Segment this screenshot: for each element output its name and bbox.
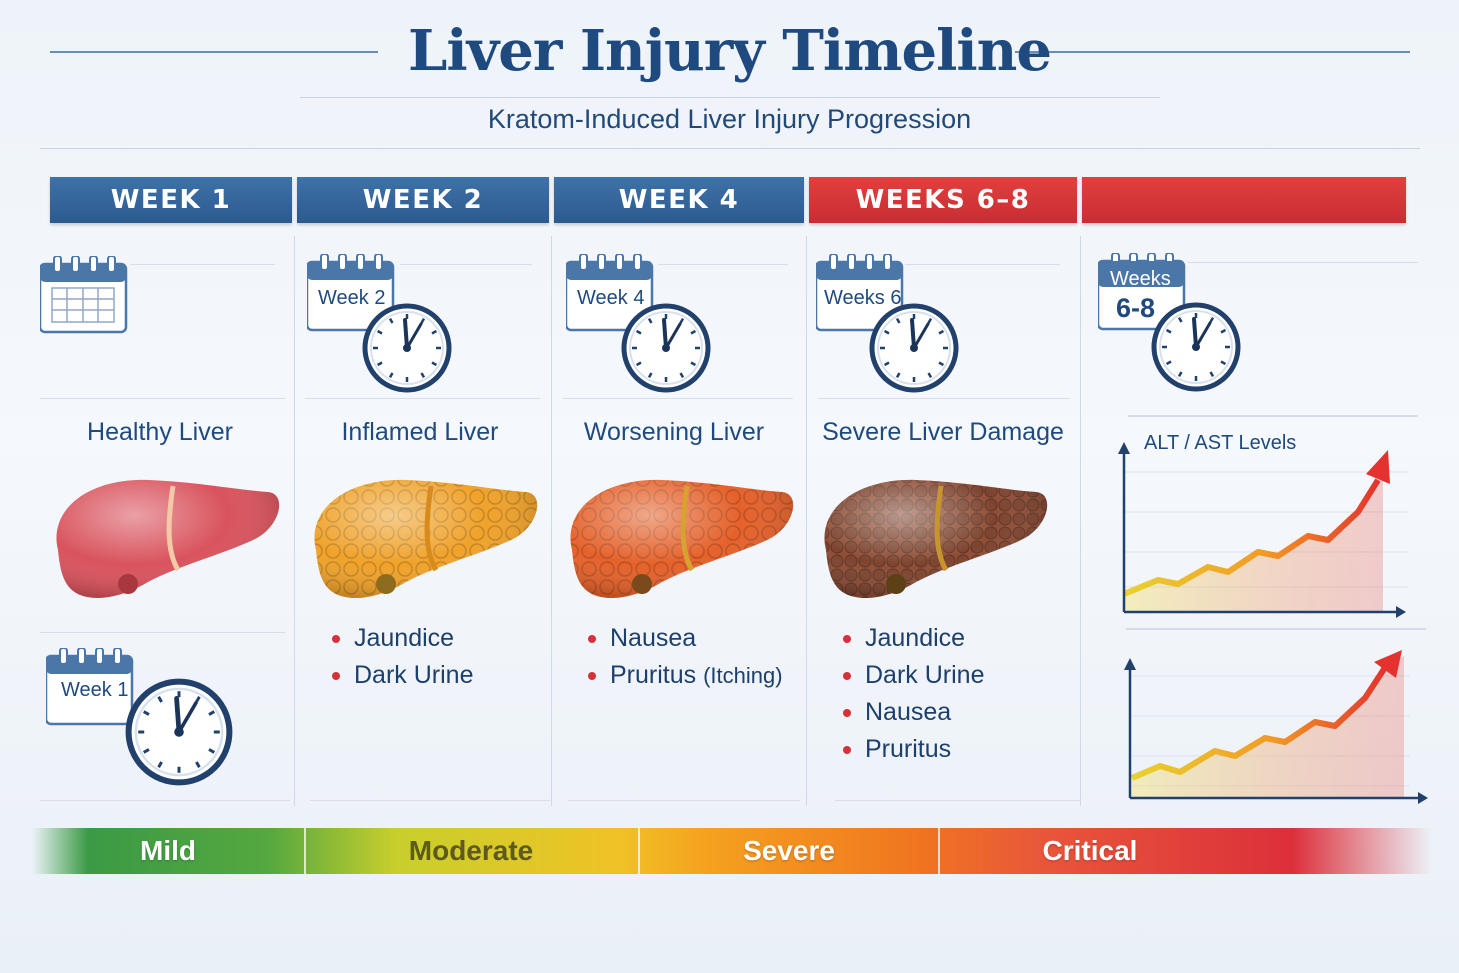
severity-divider: [638, 828, 640, 874]
guide-line: [658, 264, 788, 265]
guide-line: [1188, 262, 1418, 263]
symptom-text: Pruritus: [610, 661, 697, 689]
column-divider: [806, 236, 807, 806]
header-blank-red: [1082, 177, 1406, 223]
guide-line: [563, 398, 793, 399]
guide-line: [835, 800, 1080, 801]
liver-label-worsening: Worsening Liver: [583, 418, 765, 446]
liver-label-healthy: Healthy Liver: [87, 418, 233, 446]
week-4-calendar-clock-icon: Week 4: [566, 254, 726, 399]
calendar-week-2-label: Week 2: [318, 287, 385, 309]
header-week-1: WEEK 1: [50, 177, 292, 223]
symptom-list-weeks-6-8: Jaundice Dark Urine Nausea Pruritus: [843, 620, 984, 768]
page-title: Liver Injury Timeline: [408, 18, 1052, 84]
header-week-2: WEEK 2: [297, 177, 549, 223]
column-divider: [294, 236, 295, 806]
severity-divider: [938, 828, 940, 874]
guide-line: [130, 264, 275, 265]
liver-label-severe: Severe Liver Damage: [822, 418, 1064, 446]
symptom-item: Jaundice: [332, 620, 473, 657]
symptom-item: Nausea: [588, 620, 783, 657]
symptom-list-week-2: Jaundice Dark Urine: [332, 620, 473, 694]
guide-line: [305, 398, 540, 399]
calendar-week-4-label: Week 4: [577, 287, 644, 309]
weeks-6-8-calendar-clock-icon: Weeks 6-8: [1098, 253, 1258, 398]
weeks-6-calendar-clock-icon: Weeks 6: [816, 254, 976, 399]
title-rule-right: [1015, 51, 1410, 53]
page-subtitle: Kratom-Induced Liver Injury Progression: [487, 104, 972, 134]
severity-bar: Mild Moderate Severe Critical: [32, 828, 1432, 874]
calendar-range-label: 6-8: [1116, 293, 1155, 323]
guide-line: [400, 264, 532, 265]
chart-title: ALT / AST Levels: [1144, 432, 1297, 454]
damaged-liver-icon: [824, 479, 1048, 599]
guide-line: [40, 632, 285, 633]
inflamed-liver-icon: [314, 479, 538, 599]
symptom-list-week-4: Nausea Pruritus (Itching): [588, 620, 783, 694]
liver-label-inflamed: Inflamed Liver: [341, 418, 499, 446]
guide-line: [818, 398, 1070, 399]
symptom-item: Pruritus (Itching): [588, 657, 783, 694]
subtitle-rule-bottom: [40, 148, 1420, 149]
guide-line: [905, 264, 1060, 265]
header-week-4: WEEK 4: [554, 177, 804, 223]
healthy-liver-icon: [56, 479, 280, 599]
week-1-calendar-clock-icon: Week 1: [46, 648, 246, 793]
calendar-weeks-label: Weeks: [1110, 268, 1171, 290]
guide-line: [568, 800, 800, 801]
guide-line: [40, 800, 290, 801]
guide-line: [310, 800, 550, 801]
calendar-icon: [40, 256, 128, 334]
subtitle-rule-top: [300, 97, 1160, 98]
column-divider: [1080, 236, 1081, 806]
alt-ast-chart-bottom: [1124, 628, 1428, 804]
calendar-weeks-6-label: Weeks 6: [824, 287, 901, 309]
symptom-item: Nausea: [843, 694, 984, 731]
severity-critical: Critical: [1042, 835, 1138, 866]
symptom-item: Dark Urine: [332, 657, 473, 694]
symptom-item: Jaundice: [843, 620, 984, 657]
severity-mild: Mild: [140, 835, 196, 866]
column-divider: [551, 236, 552, 806]
guide-line: [40, 398, 285, 399]
severity-moderate: Moderate: [408, 835, 534, 866]
symptom-item: Dark Urine: [843, 657, 984, 694]
symptom-note: (Itching): [703, 663, 783, 688]
header-weeks-6-8: WEEKS 6–8: [809, 177, 1077, 223]
alt-ast-chart-top: [1118, 415, 1418, 618]
severity-severe: Severe: [743, 835, 835, 866]
symptom-item: Pruritus: [843, 731, 984, 768]
severity-divider: [304, 828, 306, 874]
title-rule-left: [50, 51, 378, 53]
worsening-liver-icon: [570, 479, 794, 599]
week-2-calendar-clock-icon: Week 2: [307, 254, 467, 399]
calendar-week-1-label: Week 1: [61, 679, 128, 701]
